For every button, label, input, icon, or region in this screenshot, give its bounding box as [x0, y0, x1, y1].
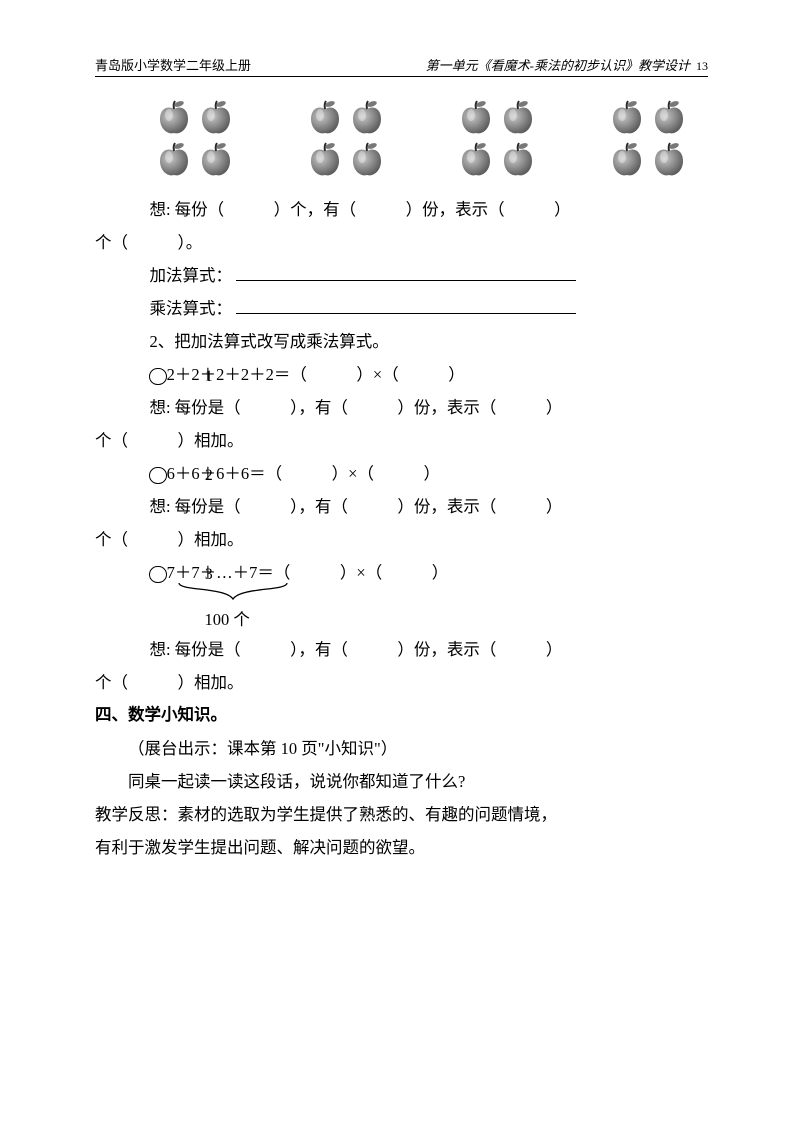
q2-expression: 12＋2＋2＋2＋2＝（ ）×（ ） — [95, 358, 708, 391]
apple-icon — [347, 97, 387, 137]
q2-think-cont: 个（ ）相加。 — [95, 666, 708, 699]
apple-icon — [196, 97, 236, 137]
q2-think-cont: 个（ ）相加。 — [95, 424, 708, 457]
addition-blank — [236, 261, 576, 281]
section-4-heading: 四、数学小知识。 — [95, 699, 708, 732]
apple-icon — [154, 97, 194, 137]
expression-text: 7＋7＋…＋7＝（ ）×（ ） — [167, 563, 449, 582]
expression-text: 6＋6＋6＋6＝（ ）×（ ） — [167, 464, 440, 483]
hundred-label: 100 个 — [149, 607, 708, 633]
teaching-reflection-line-1: 教学反思：素材的选取为学生提供了熟悉的、有趣的问题情境， — [95, 798, 708, 831]
apple-group — [607, 97, 689, 179]
multiplication-label: 乘法算式： — [149, 299, 232, 318]
addition-formula-line: 加法算式： — [95, 259, 708, 292]
section-4-line-1: （展台出示：课本第 10 页"小知识"） — [95, 732, 708, 765]
q2-think-line: 想: 每份是（ ），有（ ）份，表示（ ） — [95, 391, 708, 424]
circled-number-icon: 2 — [149, 467, 166, 484]
multiplication-formula-line: 乘法算式： — [95, 292, 708, 325]
circled-number-icon: 3 — [149, 566, 166, 583]
page-number: 13 — [696, 59, 708, 73]
underbrace-row — [149, 589, 708, 607]
content-body: 想: 每份（ ）个，有（ ）份，表示（ ） 个（ ）。 加法算式： 乘法算式： … — [95, 193, 708, 864]
apple-icon — [305, 139, 345, 179]
reflection-label: 教学反思： — [95, 805, 178, 824]
reflection-text-1: 素材的选取为学生提供了熟悉的、有趣的问题情境， — [178, 805, 558, 824]
apple-icon — [498, 139, 538, 179]
header-right-text: 第一单元《看魔术-乘法的初步认识》教学设计 13 — [426, 55, 708, 74]
expression-text: 2＋2＋2＋2＋2＝（ ）×（ ） — [167, 365, 465, 384]
multiplication-blank — [236, 294, 576, 314]
apple-icon — [305, 97, 345, 137]
circled-number-icon: 1 — [149, 368, 166, 385]
section-4-line-2: 同桌一起读一读这段话，说说你都知道了什么? — [95, 765, 708, 798]
unit-title: 第一单元《看魔术-乘法的初步认识》教学设计 — [426, 58, 690, 73]
q2-think-line: 想: 每份是（ ），有（ ）份，表示（ ） — [95, 633, 708, 666]
addition-label: 加法算式： — [149, 266, 232, 285]
think-line-1-cont: 个（ ）。 — [95, 226, 708, 259]
apple-group — [154, 97, 236, 179]
apple-icon — [154, 139, 194, 179]
header-left-text: 青岛版小学数学二年级上册 — [95, 55, 251, 74]
q2-think-cont: 个（ ）相加。 — [95, 523, 708, 556]
q2-expression: 26＋6＋6＋6＝（ ）×（ ） — [95, 457, 708, 490]
apple-group — [305, 97, 387, 179]
apple-icon — [649, 97, 689, 137]
page-header: 青岛版小学数学二年级上册 第一单元《看魔术-乘法的初步认识》教学设计 13 — [95, 55, 708, 77]
apple-icon — [196, 139, 236, 179]
underbrace-icon — [177, 581, 289, 603]
question-2-items: 12＋2＋2＋2＋2＝（ ）×（ ）想: 每份是（ ），有（ ）份，表示（ ）个… — [95, 358, 708, 699]
apple-icon — [607, 139, 647, 179]
apple-icon — [649, 139, 689, 179]
teaching-reflection-line-2: 有利于激发学生提出问题、解决问题的欲望。 — [95, 831, 708, 864]
q2-think-line: 想: 每份是（ ），有（ ）份，表示（ ） — [95, 490, 708, 523]
apple-group — [456, 97, 538, 179]
apple-icon — [456, 139, 496, 179]
apple-icon — [498, 97, 538, 137]
apple-icon — [456, 97, 496, 137]
question-2-title: 2、把加法算式改写成乘法算式。 — [95, 325, 708, 358]
apple-icon — [347, 139, 387, 179]
apple-illustration-row — [135, 97, 708, 179]
apple-icon — [607, 97, 647, 137]
think-line-1: 想: 每份（ ）个，有（ ）份，表示（ ） — [95, 193, 708, 226]
